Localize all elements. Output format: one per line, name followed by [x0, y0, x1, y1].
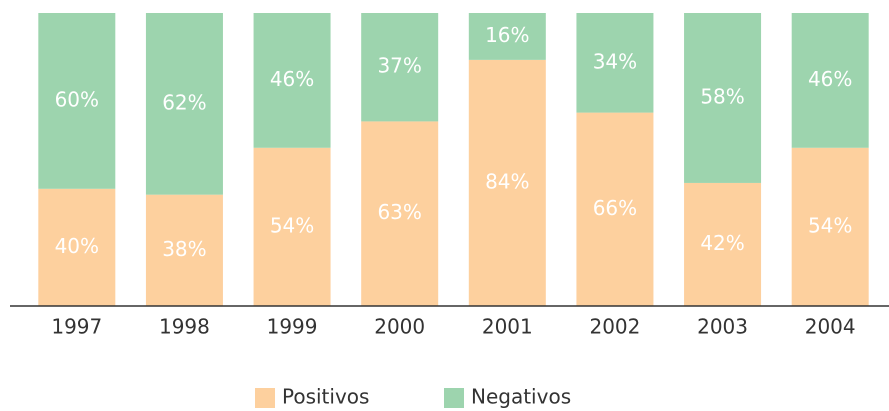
data-label: 46% — [270, 67, 314, 91]
bar-segment — [253, 147, 331, 306]
bar-segment — [253, 13, 331, 148]
bar-segment — [145, 194, 223, 306]
bar-segment — [791, 13, 869, 148]
legend-label: Positivos — [282, 385, 369, 409]
data-label: 63% — [377, 200, 421, 224]
legend-swatch — [444, 388, 464, 408]
data-label: 46% — [808, 67, 852, 91]
bar-segment — [468, 59, 546, 306]
x-tick-label: 1999 — [267, 315, 318, 339]
x-tick-label: 1997 — [51, 315, 102, 339]
bar-segment — [361, 13, 439, 122]
data-label: 42% — [700, 231, 744, 255]
x-tick-label: 2003 — [697, 315, 748, 339]
data-label: 37% — [377, 54, 421, 78]
data-label: 40% — [55, 234, 99, 258]
x-tick-label: 2004 — [805, 315, 856, 339]
x-tick-label: 2001 — [482, 315, 533, 339]
legend-label: Negativos — [471, 385, 571, 409]
data-label: 54% — [808, 213, 852, 237]
data-label: 66% — [593, 196, 637, 220]
x-tick-label: 2000 — [374, 315, 425, 339]
bar-segment — [576, 13, 654, 113]
bar-segment — [361, 121, 439, 306]
bar-segment — [145, 13, 223, 195]
bar-segment — [684, 182, 762, 306]
data-label: 60% — [55, 87, 99, 111]
data-label: 34% — [593, 49, 637, 73]
bar-segment — [791, 147, 869, 306]
bar-segment — [684, 13, 762, 183]
data-label: 58% — [700, 84, 744, 108]
data-label: 54% — [270, 213, 314, 237]
bar-segment — [38, 13, 116, 189]
x-tick-label: 1998 — [159, 315, 210, 339]
bar-segment — [576, 112, 654, 307]
legend-swatch — [255, 388, 275, 408]
data-label: 16% — [485, 23, 529, 47]
data-label: 84% — [485, 169, 529, 193]
x-tick-label: 2002 — [589, 315, 640, 339]
bar-segment — [468, 13, 546, 60]
data-label: 62% — [162, 90, 206, 114]
bar-segment — [38, 188, 116, 306]
data-label: 38% — [162, 237, 206, 261]
